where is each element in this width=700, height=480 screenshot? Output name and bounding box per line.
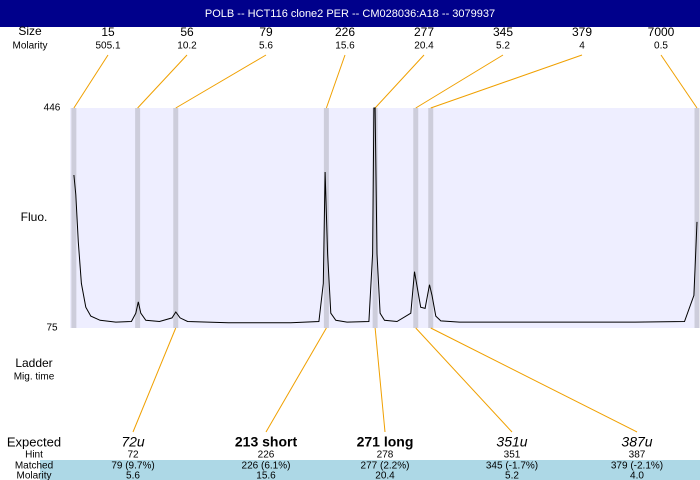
expected-label: 72u xyxy=(121,434,145,450)
ladder-connector xyxy=(415,54,504,109)
expected-connector xyxy=(415,327,513,433)
ladder-connector xyxy=(660,54,698,109)
matched: 226 (6.1%) xyxy=(242,461,291,472)
expected-connector xyxy=(265,327,327,433)
molarity: 15.6 xyxy=(256,471,276,480)
ladder-molarity: 20.4 xyxy=(414,41,434,52)
y-axis-label: Fluo. xyxy=(21,210,48,224)
row-label: Molarity xyxy=(12,41,47,52)
expected-connector xyxy=(374,327,386,433)
ladder-molarity: 4 xyxy=(579,41,585,52)
ladder-band xyxy=(428,108,434,328)
hint: 72 xyxy=(127,450,139,461)
y-tick-label: 446 xyxy=(44,103,61,114)
ladder-band xyxy=(135,108,141,328)
ladder-molarity: 5.2 xyxy=(496,41,510,52)
ladder-molarity: 505.1 xyxy=(95,41,120,52)
expected-label: 387u xyxy=(621,434,652,450)
row-label: Mig. time xyxy=(14,372,55,383)
ladder-size: 15 xyxy=(101,25,115,39)
y-tick-label: 75 xyxy=(46,323,58,334)
ladder-band xyxy=(413,108,419,328)
title-bar xyxy=(0,0,700,27)
hint: 387 xyxy=(629,450,646,461)
ladder-connector xyxy=(175,54,267,109)
ladder-size: 79 xyxy=(259,25,273,39)
expected-label: 351u xyxy=(496,434,527,450)
row-label: Expected xyxy=(7,434,61,449)
ladder-size: 226 xyxy=(335,25,355,39)
ladder-connector xyxy=(325,54,346,109)
ladder-band xyxy=(694,108,700,328)
expected-connector xyxy=(132,327,177,433)
title: POLB -- HCT116 clone2 PER -- CM028036:A1… xyxy=(205,8,495,20)
molarity: 4.0 xyxy=(630,471,644,480)
ladder-size: 277 xyxy=(414,25,434,39)
expected-label: 213 short xyxy=(235,434,298,450)
hint: 278 xyxy=(377,450,394,461)
row-label: Ladder xyxy=(15,356,52,370)
molarity: 5.6 xyxy=(126,471,140,480)
matched: 277 (2.2%) xyxy=(361,461,410,472)
matched-band xyxy=(40,460,700,480)
matched: 379 (-2.1%) xyxy=(611,461,663,472)
trace xyxy=(73,107,698,324)
row-label: Matched xyxy=(15,461,53,472)
matched: 345 (-1.7%) xyxy=(486,461,538,472)
ladder-size: 7000 xyxy=(648,25,675,39)
ladder-band xyxy=(173,108,179,328)
ladder-molarity: 10.2 xyxy=(177,41,197,52)
ladder-molarity: 15.6 xyxy=(335,41,355,52)
ladder-molarity: 5.6 xyxy=(259,41,273,52)
ladder-size: 379 xyxy=(572,25,592,39)
hint: 351 xyxy=(504,450,521,461)
plot-area xyxy=(70,108,697,328)
hint: 226 xyxy=(258,450,275,461)
ladder-size: 345 xyxy=(493,25,513,39)
expected-label: 271 long xyxy=(357,434,414,450)
row-label: Molarity xyxy=(16,471,51,480)
ladder-band xyxy=(372,108,378,328)
matched: 79 (9.7%) xyxy=(111,461,154,472)
molarity: 20.4 xyxy=(375,471,395,480)
ladder-connector xyxy=(430,54,583,109)
ladder-connector xyxy=(137,54,188,109)
molarity: 5.2 xyxy=(505,471,519,480)
ladder-band xyxy=(71,108,77,328)
ladder-connector xyxy=(73,54,109,109)
row-label: Hint xyxy=(25,450,43,461)
ladder-molarity: 0.5 xyxy=(654,41,668,52)
ladder-connector xyxy=(374,54,425,109)
ladder-size: 56 xyxy=(180,25,194,39)
expected-connector xyxy=(430,327,638,433)
row-label: Size xyxy=(18,24,42,38)
